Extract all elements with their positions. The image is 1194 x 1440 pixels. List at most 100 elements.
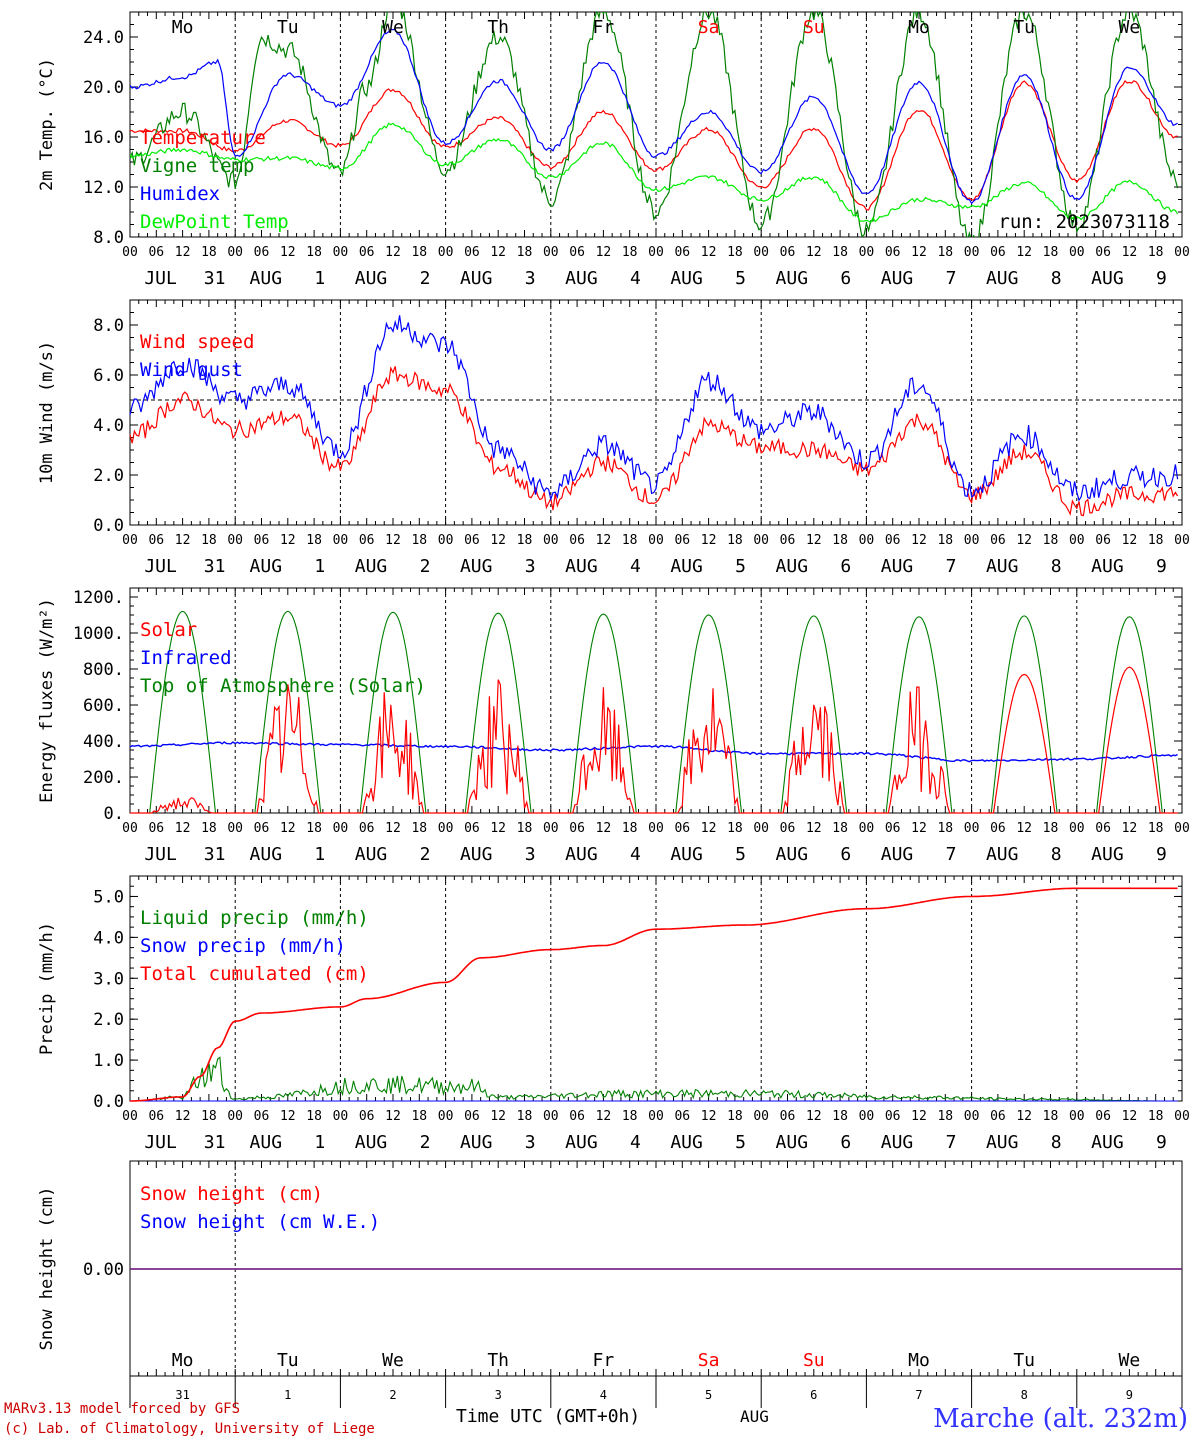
date-day: 9 (1156, 844, 1167, 865)
hour-label: 12 (175, 821, 191, 836)
footer: MARv3.13 model forced by GFS (c) Lab. of… (4, 1401, 1188, 1437)
hour-label: 00 (648, 533, 664, 548)
hour-label: 12 (911, 1109, 927, 1124)
date-day: 2 (420, 268, 431, 289)
hour-label: 18 (411, 533, 427, 548)
hour-label: 06 (464, 1109, 480, 1124)
series-line-humidex (130, 28, 1178, 205)
hour-label: 00 (859, 533, 875, 548)
date-day: 7 (946, 268, 957, 289)
hour-label: 00 (333, 533, 349, 548)
hour-label: 06 (885, 533, 901, 548)
hour-label: 06 (569, 245, 585, 260)
series-line-wind-gust (129, 315, 1179, 502)
y-axis-label: Snow height (cm) (37, 1187, 57, 1351)
hour-label: 06 (780, 245, 796, 260)
hour-label: 06 (359, 821, 375, 836)
hour-label: 18 (727, 821, 743, 836)
hour-label: 06 (359, 1109, 375, 1124)
series-line-dewpoint-temp (130, 122, 1179, 224)
legend-entry: Snow height (cm) (140, 1183, 323, 1205)
date-month: AUG (776, 556, 809, 577)
hour-label: 00 (438, 1109, 454, 1124)
hour-label: 00 (648, 821, 664, 836)
hour-label: 06 (148, 245, 164, 260)
series-line-liquid-precip-mm-h- (130, 1056, 1178, 1102)
date-month: AUG (565, 268, 598, 289)
hour-label: 12 (806, 1109, 822, 1124)
hour-label: 12 (490, 533, 506, 548)
hour-label: 12 (385, 533, 401, 548)
hour-label: 06 (254, 821, 270, 836)
date-month: AUG (1091, 844, 1124, 865)
hour-label: 12 (385, 821, 401, 836)
y-axis-label: Precip (mm/h) (37, 922, 57, 1055)
date-day: 5 (735, 1132, 746, 1153)
date-month: AUG (460, 844, 493, 865)
hour-label: 00 (753, 821, 769, 836)
hour-label: 12 (280, 245, 296, 260)
hour-label: 06 (464, 821, 480, 836)
date-day: 1 (314, 556, 325, 577)
hour-label: 00 (122, 245, 138, 260)
y-tick-label: 16.0 (83, 128, 124, 148)
weekday-label: Su (803, 1350, 825, 1371)
hour-label: 06 (148, 533, 164, 548)
bottom-day-number: 8 (1021, 1388, 1028, 1402)
legend-entry: Infrared (140, 647, 232, 669)
legend-entry: Temperature (140, 127, 266, 149)
date-month: AUG (1091, 1132, 1124, 1153)
date-month: AUG (460, 1132, 493, 1153)
y-tick-label: 0.0 (93, 516, 124, 536)
hour-label: 06 (1095, 533, 1111, 548)
date-month: AUG (355, 1132, 388, 1153)
hour-label: 12 (806, 245, 822, 260)
bottom-day-number: 1 (284, 1388, 291, 1402)
date-day: 5 (735, 268, 746, 289)
legend-entry: Total cumulated (cm) (140, 963, 369, 985)
hour-label: 06 (359, 533, 375, 548)
weekday-label: Mo (908, 1350, 930, 1371)
y-tick-label: 600. (83, 696, 124, 716)
hour-label: 18 (201, 1109, 217, 1124)
date-month: AUG (986, 1132, 1019, 1153)
y-axis-label: 10m Wind (m/s) (37, 341, 57, 484)
hour-label: 12 (911, 245, 927, 260)
weekday-label: Mo (172, 1350, 194, 1371)
hour-label: 06 (1095, 1109, 1111, 1124)
hour-label: 18 (201, 533, 217, 548)
hour-label: 12 (701, 533, 717, 548)
legend-entry: Vigne temp (140, 155, 254, 177)
hour-label: 18 (622, 245, 638, 260)
weekday-label: We (1119, 1350, 1141, 1371)
hour-label: 00 (438, 245, 454, 260)
hour-label: 18 (622, 821, 638, 836)
hour-label: 00 (438, 533, 454, 548)
date-day: 1 (314, 268, 325, 289)
hour-label: 18 (937, 245, 953, 260)
series-line-toa-solar (130, 610, 1178, 814)
date-day: 5 (735, 556, 746, 577)
date-day: 31 (204, 844, 226, 865)
date-day: 3 (525, 556, 536, 577)
hour-label: 12 (175, 1109, 191, 1124)
date-month: AUG (355, 268, 388, 289)
date-day: 3 (525, 1132, 536, 1153)
legend-entry: Snow precip (mm/h) (140, 935, 346, 957)
bottom-day-number: 4 (600, 1388, 607, 1402)
hour-label: 06 (885, 821, 901, 836)
panel-precip: 0.0 1.0 2.0 3.0 4.0 5.0 Precip (mm/h) Liquid pr… (37, 875, 1183, 1112)
hour-label: 00 (543, 821, 559, 836)
bottom-day-number: 31 (175, 1388, 189, 1402)
hour-label: 18 (1043, 245, 1059, 260)
month-label: AUG (740, 1407, 769, 1426)
y-tick-label: 2.0 (93, 466, 124, 486)
weekday-label: We (1119, 17, 1141, 38)
hour-label: 12 (596, 821, 612, 836)
bottom-day-number: 3 (495, 1388, 502, 1402)
hour-label: 18 (1148, 533, 1164, 548)
hour-label: 18 (1148, 1109, 1164, 1124)
date-day: 1 (314, 844, 325, 865)
hour-label: 12 (490, 245, 506, 260)
